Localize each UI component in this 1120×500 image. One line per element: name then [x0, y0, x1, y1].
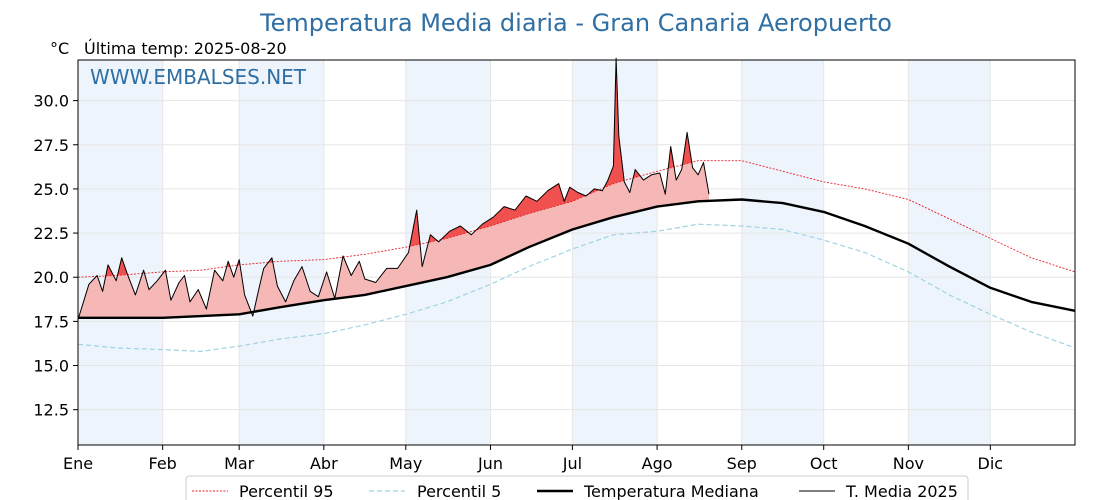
unit-label: °C	[50, 39, 69, 58]
month-band	[239, 60, 324, 445]
x-tick-label: Mar	[224, 454, 255, 473]
y-tick-label: 27.5	[33, 136, 69, 155]
anomaly-fills	[78, 58, 709, 318]
x-tick-label: Jul	[562, 454, 582, 473]
x-tick-label: May	[389, 454, 422, 473]
fill-above-median	[78, 58, 709, 318]
month-band	[741, 60, 824, 445]
x-tick-label: Feb	[149, 454, 177, 473]
y-tick-label: 22.5	[33, 224, 69, 243]
y-tick-label: 17.5	[33, 312, 69, 331]
month-band	[908, 60, 991, 445]
x-tick-label: Ago	[642, 454, 673, 473]
legend-box	[185, 475, 969, 500]
legend-label-media2025: T. Media 2025	[845, 482, 958, 500]
x-tick-label: Dic	[978, 454, 1004, 473]
y-axis: 12.5 15.0 17.5 20.0 22.5 25.0 27.5 30.0	[33, 92, 78, 420]
p5-line	[77, 223, 1076, 352]
p95-line	[77, 160, 1076, 278]
x-tick-label: Jun	[477, 454, 503, 473]
media2025-line	[77, 57, 710, 320]
legend-label-p95: Percentil 95	[239, 482, 334, 500]
legend-label-median: Temperatura Mediana	[583, 482, 759, 500]
legend-label-p5: Percentil 5	[417, 482, 501, 500]
x-tick-label: Sep	[727, 454, 757, 473]
month-band	[78, 60, 163, 445]
chart-title: Temperatura Media diaria - Gran Canaria …	[259, 9, 892, 37]
x-tick-label: Oct	[810, 454, 838, 473]
x-axis: Ene Feb Mar Abr May Jun Jul Ago Sep Oct Nov Dic	[63, 445, 1003, 473]
series-lines	[77, 57, 1076, 352]
month-bands	[78, 60, 991, 445]
y-tick-label: 25.0	[33, 180, 69, 199]
y-tick-label: 12.5	[33, 401, 69, 420]
median-line	[78, 198, 1076, 319]
grid-lines	[77, 60, 1075, 445]
y-tick-label: 20.0	[33, 268, 69, 287]
x-tick-label: Abr	[310, 454, 338, 473]
plot-frame	[77, 59, 1076, 446]
watermark: WWW.EMBALSES.NET	[90, 65, 307, 89]
y-tick-label: 15.0	[33, 357, 69, 376]
y-tick-label: 30.0	[33, 92, 69, 111]
last-temp-label: Última temp: 2025-08-20	[84, 39, 287, 58]
x-tick-label: Ene	[63, 454, 93, 473]
x-tick-label: Nov	[893, 454, 924, 473]
legend: Percentil 95 Percentil 5 Temperatura Media…	[185, 475, 969, 500]
